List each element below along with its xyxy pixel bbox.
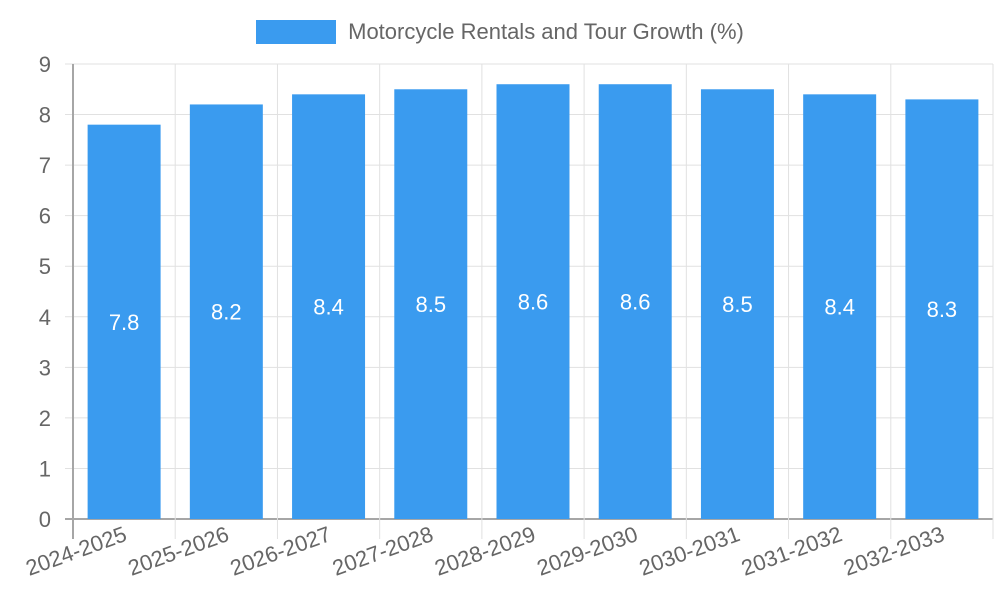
x-tick-label: 2026-2027 (227, 521, 334, 580)
bar[interactable] (905, 99, 979, 519)
legend: Motorcycle Rentals and Tour Growth (%) (0, 18, 1000, 46)
y-tick-label: 8 (39, 103, 51, 128)
data-label: 8.4 (824, 295, 855, 320)
x-tick-label: 2027-2028 (329, 521, 436, 580)
y-axis-ticks: 0 1 2 3 4 5 6 7 8 9 (39, 52, 51, 532)
bar[interactable] (87, 124, 161, 520)
bar[interactable] (292, 94, 366, 519)
data-label: 8.4 (313, 295, 344, 320)
data-label: 7.8 (109, 310, 140, 335)
x-tick-label: 2028-2029 (431, 521, 538, 580)
data-label: 8.6 (518, 290, 549, 315)
bar[interactable] (394, 89, 468, 520)
bar[interactable] (803, 94, 877, 519)
data-label: 8.6 (620, 290, 651, 315)
y-tick-label: 7 (39, 153, 51, 178)
x-tick-label: 2032-2033 (840, 521, 947, 580)
x-axis-ticks: 2024-20252025-20262026-20272027-20282028… (22, 521, 947, 580)
legend-swatch[interactable] (256, 20, 337, 44)
y-tick-label: 4 (39, 305, 51, 330)
bar[interactable] (189, 104, 263, 519)
x-tick-label: 2031-2032 (738, 521, 845, 580)
y-tick-label: 5 (39, 254, 51, 279)
y-tick-label: 0 (39, 507, 51, 532)
data-label: 8.3 (927, 297, 958, 322)
bars (87, 84, 979, 520)
legend-label: Motorcycle Rentals and Tour Growth (%) (348, 19, 744, 44)
y-tick-label: 3 (39, 355, 51, 380)
data-labels: 7.8 8.2 8.4 8.5 8.6 8.6 8.5 8.4 8.3 (109, 290, 957, 335)
y-tick-label: 1 (39, 456, 51, 481)
data-label: 8.5 (722, 292, 753, 317)
y-tick-label: 2 (39, 406, 51, 431)
y-tick-label: 9 (39, 52, 51, 77)
x-tick-label: 2029-2030 (534, 521, 641, 580)
bar[interactable] (496, 84, 570, 519)
bar[interactable] (700, 89, 774, 520)
data-label: 8.2 (211, 300, 242, 325)
bar[interactable] (598, 84, 672, 519)
y-tick-label: 6 (39, 204, 51, 229)
data-label: 8.5 (415, 292, 446, 317)
x-tick-label: 2030-2031 (636, 521, 743, 580)
x-tick-label: 2025-2026 (125, 521, 232, 580)
